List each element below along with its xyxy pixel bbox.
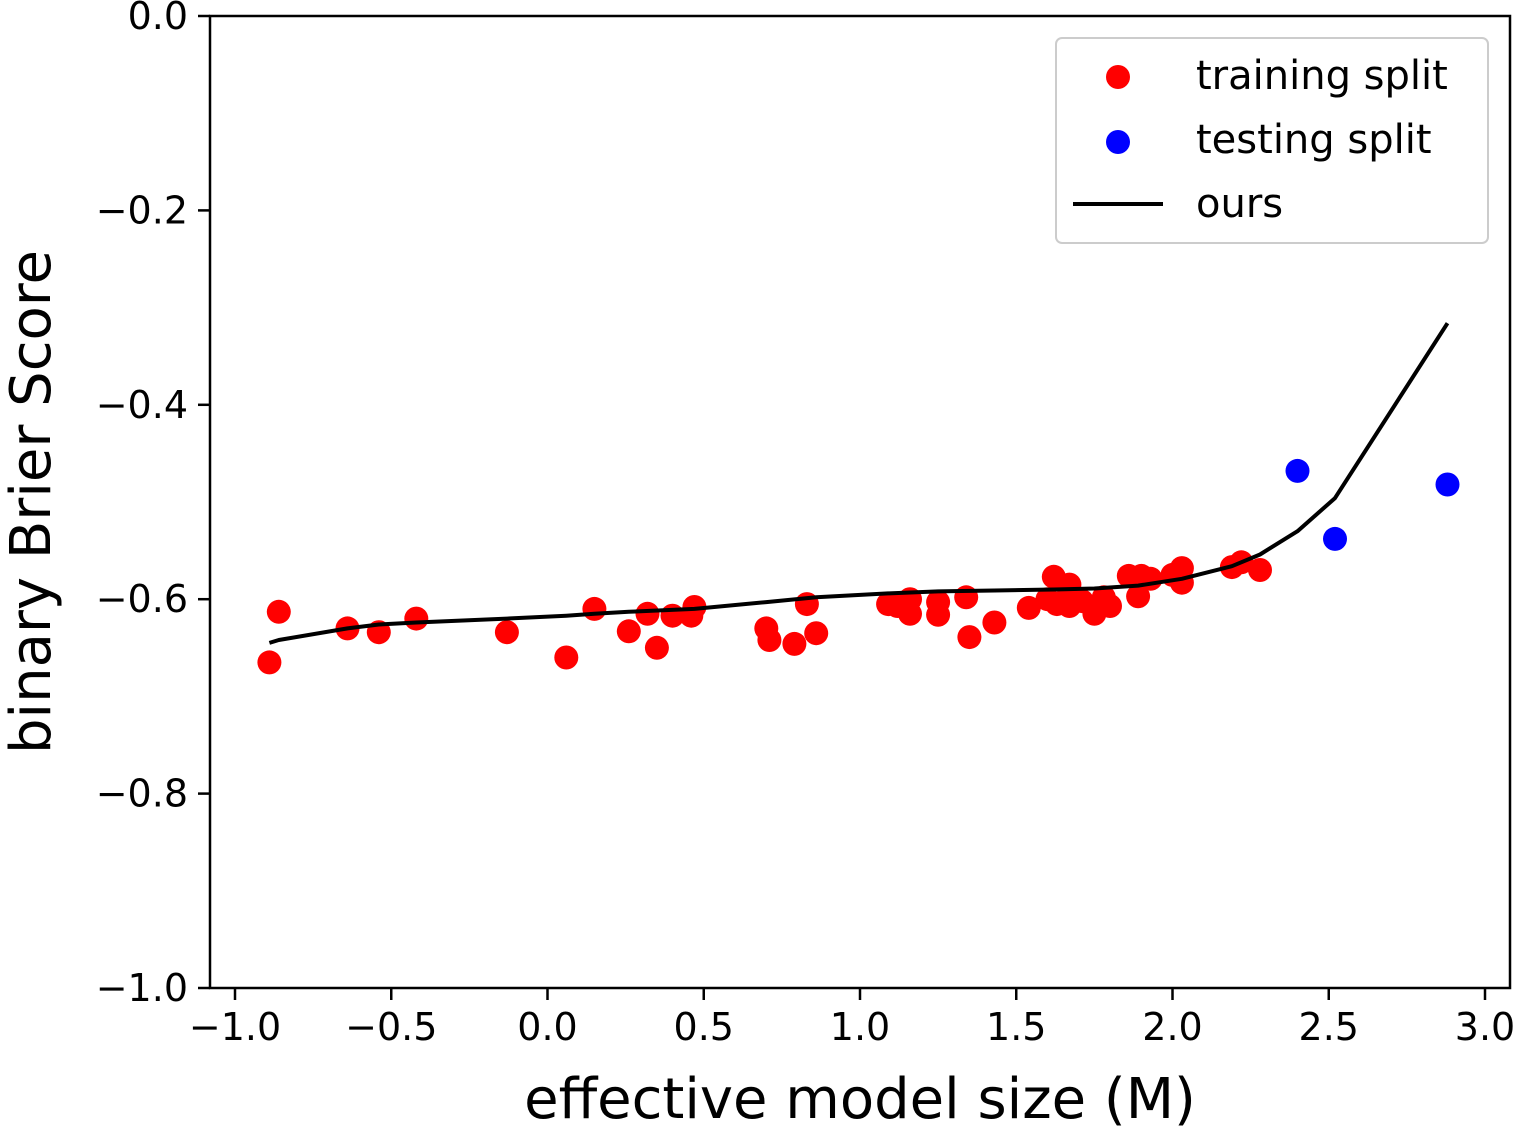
data-point-training-split: [1138, 566, 1163, 591]
legend-marker-testing-split: [1106, 130, 1130, 154]
x-tick-label: 2.5: [1299, 1005, 1359, 1049]
data-point-training-split: [1016, 595, 1041, 620]
x-tick-label: 1.5: [986, 1005, 1046, 1049]
data-point-training-split: [266, 599, 291, 624]
y-tick-label: −0.4: [96, 383, 188, 427]
data-point-training-split: [1169, 556, 1194, 581]
y-tick-label: −0.2: [96, 188, 188, 232]
y-tick-label: −0.8: [96, 772, 188, 816]
data-point-training-split: [582, 596, 607, 621]
legend-marker-training-split: [1106, 65, 1130, 89]
legend-label-testing-split: testing split: [1196, 117, 1432, 163]
data-point-training-split: [644, 635, 669, 660]
x-axis-label: effective model size (M): [524, 1067, 1196, 1132]
y-tick-label: −0.6: [96, 577, 188, 621]
data-point-training-split: [635, 601, 660, 626]
x-tick-label: 0.5: [674, 1005, 734, 1049]
data-point-training-split: [1126, 584, 1151, 609]
data-point-training-split: [957, 625, 982, 650]
y-tick-label: −1.0: [96, 966, 188, 1010]
series-line-ours: [268, 322, 1450, 645]
data-point-training-split: [804, 621, 829, 646]
x-tick-label: −1.0: [189, 1005, 281, 1049]
data-point-testing-split: [1285, 458, 1310, 483]
data-point-training-split: [782, 631, 807, 656]
legend: training split testing split ours: [1055, 37, 1489, 244]
data-point-training-split: [982, 610, 1007, 635]
legend-label-ours: ours: [1196, 181, 1283, 227]
data-point-training-split: [1098, 594, 1122, 618]
data-point-training-split: [1248, 558, 1272, 582]
x-tick-label: 1.0: [830, 1005, 890, 1049]
x-tick-label: 3.0: [1455, 1005, 1515, 1049]
data-point-training-split: [616, 619, 641, 644]
data-point-testing-split: [1435, 472, 1460, 497]
x-tick-label: 0.0: [517, 1005, 577, 1049]
data-point-training-split: [926, 602, 951, 627]
data-point-testing-split: [1323, 526, 1347, 551]
legend-box: [1055, 37, 1489, 244]
data-point-training-split: [757, 628, 782, 652]
x-tick-label: 2.0: [1142, 1005, 1202, 1049]
data-point-training-split: [494, 620, 519, 645]
plot-layer: [257, 322, 1460, 675]
data-point-training-split: [554, 645, 579, 670]
ticks-layer: −1.0 −0.5 0.0 0.5 1.0 1.5 2.0 2.5 3.0 0.0 −0.2 −0.4…: [96, 0, 1516, 1049]
legend-label-training-split: training split: [1196, 53, 1448, 99]
y-tick-label: 0.0: [128, 0, 188, 38]
y-axis-label: binary Brier Score: [0, 250, 64, 754]
data-point-training-split: [257, 650, 282, 675]
x-tick-label: −0.5: [345, 1005, 437, 1049]
data-point-training-split: [404, 606, 429, 631]
